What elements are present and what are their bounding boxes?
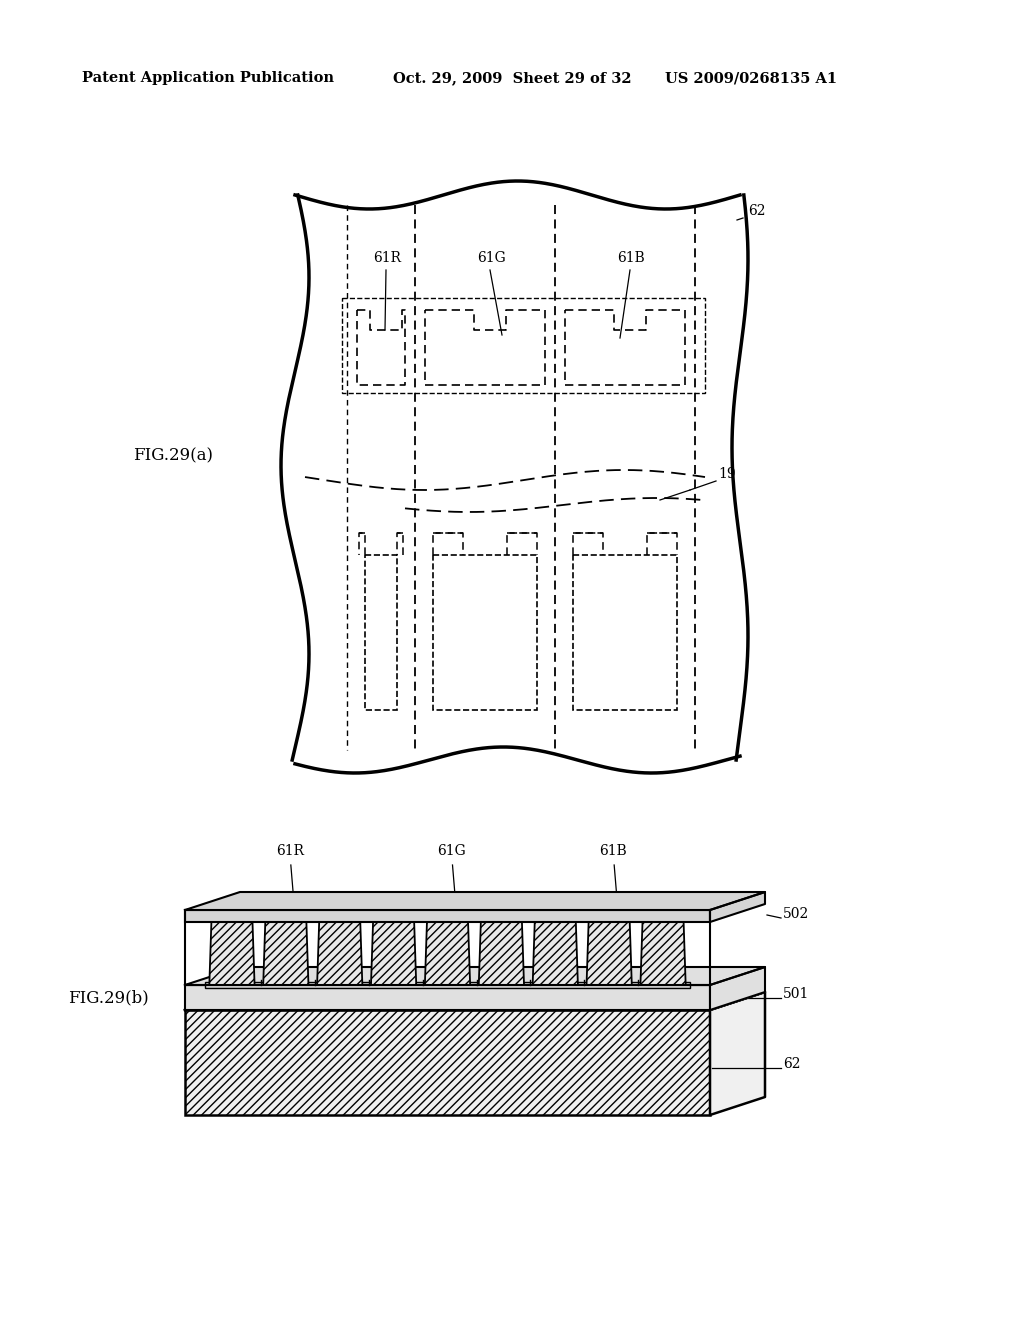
Text: 61B: 61B [617, 251, 645, 265]
Bar [342, 298, 705, 393]
Bar [205, 982, 690, 987]
Text: 62: 62 [783, 1056, 801, 1071]
Text: 501: 501 [783, 986, 809, 1001]
Bar [185, 1010, 710, 1115]
Text: 61G: 61G [437, 843, 466, 858]
Polygon shape [185, 993, 765, 1010]
Polygon shape [425, 920, 470, 985]
Bar [185, 985, 710, 1010]
Polygon shape [371, 920, 416, 985]
Text: 61R: 61R [275, 843, 304, 858]
Text: FIG.29(b): FIG.29(b) [68, 990, 148, 1006]
Polygon shape [710, 892, 765, 921]
Polygon shape [185, 892, 765, 909]
Text: 61R: 61R [373, 251, 401, 265]
Text: 19: 19 [718, 467, 735, 480]
Bar [433, 554, 537, 710]
Bar [573, 554, 677, 710]
Polygon shape [263, 920, 308, 985]
Polygon shape [710, 968, 765, 1010]
Bar [365, 554, 397, 710]
Polygon shape [532, 920, 578, 985]
Text: FIG.29(a): FIG.29(a) [133, 447, 213, 465]
Polygon shape [587, 920, 632, 985]
Polygon shape [185, 968, 765, 985]
Text: US 2009/0268135 A1: US 2009/0268135 A1 [665, 71, 838, 84]
Text: 502: 502 [783, 907, 809, 921]
Text: 62: 62 [748, 205, 766, 218]
Polygon shape [640, 920, 686, 985]
Text: 61B: 61B [599, 843, 627, 858]
Polygon shape [479, 920, 524, 985]
Bar [185, 909, 710, 921]
Polygon shape [317, 920, 362, 985]
Polygon shape [710, 993, 765, 1115]
Text: Oct. 29, 2009  Sheet 29 of 32: Oct. 29, 2009 Sheet 29 of 32 [393, 71, 632, 84]
Text: 61G: 61G [477, 251, 506, 265]
Text: Patent Application Publication: Patent Application Publication [82, 71, 334, 84]
Polygon shape [209, 920, 255, 985]
